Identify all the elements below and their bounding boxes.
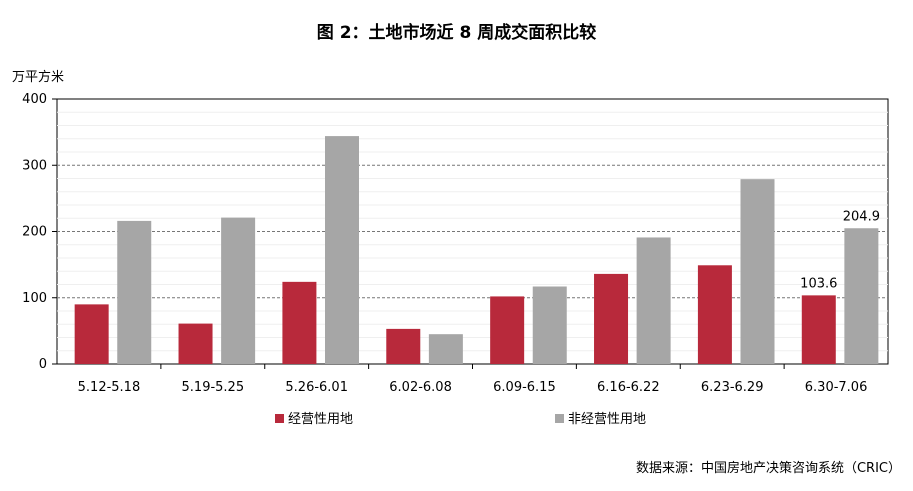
y-tick-label: 0 [39,357,47,372]
legend-label: 经营性用地 [288,412,353,427]
bar-commercial-4 [386,328,421,364]
bar-commercial-7 [697,265,732,364]
data-label: 204.9 [843,209,880,224]
y-tick-label: 400 [22,92,47,107]
x-tick-label: 5.19-5.25 [182,380,245,395]
bar-noncommercial-2 [221,217,256,364]
y-axis-unit-label: 万平方米 [12,70,65,85]
x-tick-label: 5.26-6.01 [285,380,348,395]
bar-commercial-6 [594,273,629,364]
legend-swatch [555,414,564,423]
bar-noncommercial-1 [117,220,152,364]
legend-label: 非经营性用地 [568,412,646,427]
x-tick-label: 6.16-6.22 [597,380,660,395]
bar-commercial-1 [74,304,109,364]
bar-noncommercial-8 [844,228,879,364]
x-tick-label: 5.12-5.18 [78,380,141,395]
y-tick-label: 200 [22,225,47,240]
chart-title: 图 2：土地市场近 8 周成交面积比较 [316,23,597,43]
legend-item-commercial: 经营性用地 [275,412,353,427]
bar-noncommercial-6 [636,237,671,364]
data-source-note: 数据来源：中国房地产决策咨询系统（CRIC） [635,461,901,476]
x-tick-label: 6.09-6.15 [493,380,556,395]
bar-noncommercial-4 [428,334,463,364]
bar-commercial-5 [490,296,525,364]
x-tick-label: 6.02-6.08 [389,380,452,395]
x-tick-label: 6.30-7.06 [805,380,868,395]
bar-commercial-2 [178,323,213,364]
y-tick-label: 300 [22,158,47,173]
bar-noncommercial-3 [324,136,359,364]
bar-noncommercial-7 [740,179,775,364]
bar-noncommercial-5 [532,286,567,364]
legend-swatch [275,414,284,423]
y-tick-label: 100 [22,291,47,306]
bar-commercial-3 [282,281,317,364]
legend-item-noncommercial: 非经营性用地 [555,412,646,427]
bar-commercial-8 [801,295,836,364]
x-tick-label: 6.23-6.29 [701,380,764,395]
data-label: 103.6 [800,276,837,291]
